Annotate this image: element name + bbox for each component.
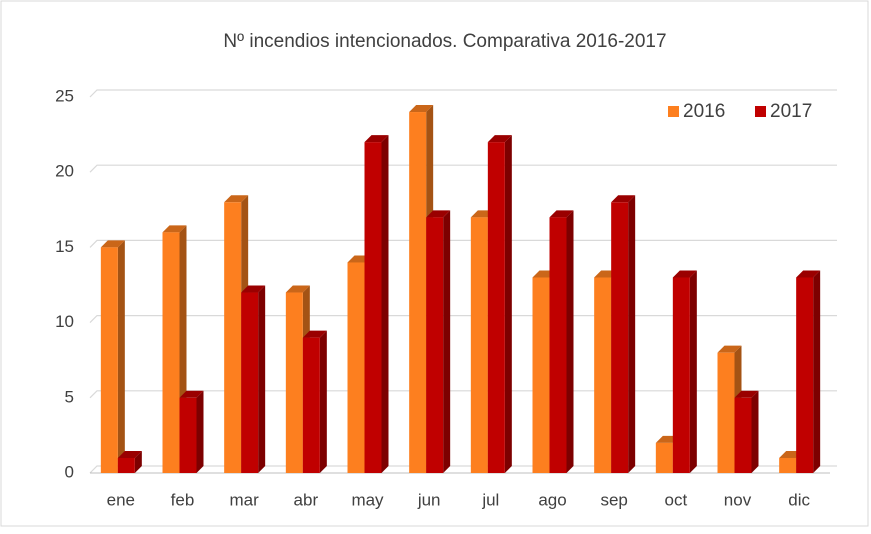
grid-line (89, 390, 837, 399)
x-tick-label: jun (417, 490, 441, 509)
bar-top (364, 135, 389, 143)
bar-top (611, 195, 636, 203)
x-tick-label: jul (481, 490, 499, 509)
grid-line (89, 164, 837, 173)
bar-side (566, 210, 574, 473)
bar (779, 457, 797, 473)
bar-top (224, 195, 249, 203)
bar-top (426, 210, 451, 218)
bar-top (162, 225, 187, 233)
bar-top (409, 105, 434, 113)
x-tick-label: mar (230, 490, 260, 509)
bar-side (381, 135, 389, 473)
legend-label: 2017 (770, 101, 812, 122)
bar-top (487, 135, 512, 143)
y-tick-label: 5 (65, 387, 74, 406)
bar-top (672, 270, 697, 278)
grid-line (89, 315, 837, 324)
x-tick-label: dic (788, 490, 810, 509)
bar-side (443, 210, 451, 473)
bar (532, 277, 550, 473)
bar-top (549, 210, 574, 218)
bar-side (813, 270, 821, 473)
bar-side (134, 450, 142, 473)
x-tick-label: nov (724, 490, 752, 509)
bar (487, 142, 505, 473)
bar-side (751, 390, 759, 473)
bar-side (689, 270, 697, 473)
y-tick-label: 25 (55, 86, 74, 105)
bar-top (717, 345, 742, 353)
bar-top (100, 240, 125, 248)
legend-label: 2016 (683, 101, 725, 122)
bar-side (319, 330, 327, 473)
legend-swatch (755, 106, 766, 117)
bar-side (504, 135, 512, 473)
grid-line (89, 239, 837, 248)
bar (162, 232, 180, 473)
bar (241, 292, 259, 473)
bar (426, 217, 444, 473)
bar (224, 202, 242, 473)
x-tick-label: feb (171, 490, 195, 509)
bar (655, 442, 673, 473)
x-tick-label: ago (538, 490, 566, 509)
bar (364, 142, 382, 473)
bar (302, 337, 320, 473)
bar-top (302, 330, 327, 338)
bar-top (734, 390, 759, 398)
bar-side (628, 195, 636, 473)
bar (611, 202, 629, 473)
bar-side (196, 390, 204, 473)
bar-top (179, 390, 204, 398)
bar (179, 397, 197, 473)
x-tick-label: abr (294, 490, 319, 509)
y-tick-label: 20 (55, 162, 74, 181)
y-tick-label: 15 (55, 237, 74, 256)
bar (594, 277, 612, 473)
bar (796, 277, 814, 473)
bar (717, 352, 735, 473)
bar (100, 247, 118, 473)
bar-top (117, 450, 142, 458)
y-tick-label: 0 (65, 462, 74, 481)
x-tick-label: may (351, 490, 384, 509)
y-tick-label: 10 (55, 312, 74, 331)
bar (549, 217, 567, 473)
bar (672, 277, 690, 473)
x-tick-label: oct (664, 490, 687, 509)
x-tick-label: sep (600, 490, 627, 509)
bar (285, 292, 303, 473)
bar (347, 262, 365, 473)
chart-title: Nº incendios intencionados. Comparativa … (223, 31, 666, 52)
grid-line (89, 89, 837, 98)
grid-line (89, 465, 837, 474)
bar (734, 397, 752, 473)
bar (470, 217, 488, 473)
bar-top (796, 270, 821, 278)
legend-swatch (668, 106, 679, 117)
bar-side (117, 240, 125, 473)
x-tick-label: ene (107, 490, 135, 509)
bar-top (241, 285, 266, 293)
bar-top (285, 285, 310, 293)
bar (117, 457, 135, 473)
bar (409, 112, 427, 473)
bar-side (258, 285, 266, 473)
